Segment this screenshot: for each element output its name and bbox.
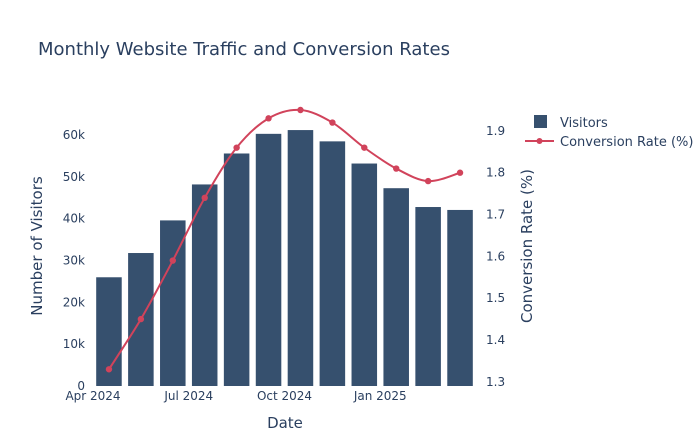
y-tick-label: 60k [63,128,85,142]
conversion-point-2024-12 [361,144,368,151]
bar-2024-06 [160,220,186,386]
x-tick-label: Jul 2024 [163,389,213,403]
bar-2024-12 [351,163,378,386]
conversion-point-2025-03 [456,169,464,176]
conversion-point-2024-11 [329,119,336,126]
conversion-point-2024-08 [233,144,240,151]
legend-swatch-visitors [534,115,547,128]
y-tick-label: 20k [63,295,85,309]
y-tick-label: 40k [63,212,85,226]
bar-2024-11 [319,141,346,386]
legend: Visitors Conversion Rate (%) [525,115,693,150]
legend-swatch-conversion-marker [536,138,543,144]
bar-2024-08 [223,153,250,386]
legend-label-conversion: Conversion Rate (%) [560,135,693,150]
y-tick-label: 0 [77,379,85,393]
conversion-point-2024-07 [201,194,208,202]
y2-tick-label: 1.4 [486,333,505,347]
legend-label-visitors: Visitors [560,116,608,131]
y-tick-label: 30k [63,254,85,268]
y2-tick-label: 1.3 [486,375,505,389]
x-tick-label: Apr 2024 [65,389,120,403]
x-tick-label: Oct 2024 [257,389,312,403]
bar-2025-01 [383,188,409,386]
bar-2024-07 [191,184,218,386]
bar-2025-02 [415,207,441,386]
y-axis-label: Number of Visitors [28,176,46,316]
y2-tick-label: 1.5 [486,291,505,305]
y2-axis-ticks: 1.3 1.4 1.5 1.6 1.7 1.8 1.9 [486,124,505,389]
bar-2025-03 [447,209,473,386]
conversion-point-2024-06 [169,257,176,264]
y2-tick-label: 1.6 [486,249,505,263]
y2-axis-label: Conversion Rate (%) [518,169,536,323]
x-axis-ticks: Apr 2024 Jul 2024 Oct 2024 Jan 2025 [65,389,406,403]
x-tick-label: Jan 2025 [353,389,407,403]
bar-2024-10 [287,130,314,386]
conversion-point-2025-01 [393,165,400,172]
y2-tick-label: 1.8 [486,166,505,180]
y2-tick-label: 1.7 [486,208,505,222]
bars-group [96,130,473,386]
conversion-point-2024-04 [105,366,113,373]
y-axis-ticks: 0 10k 20k 30k 40k 50k 60k [63,128,85,393]
conversion-point-2024-09 [265,115,272,122]
chart-title: Monthly Website Traffic and Conversion R… [38,39,450,60]
conversion-point-2024-05 [137,315,145,323]
bar-2024-09 [255,133,282,386]
conversion-point-2025-02 [424,177,432,185]
x-axis-label: Date [267,414,303,432]
y2-tick-label: 1.9 [486,124,505,138]
y-tick-label: 50k [63,170,85,184]
y-tick-label: 10k [63,337,85,351]
line-group [105,106,464,373]
conversion-point-2024-10 [297,106,304,114]
